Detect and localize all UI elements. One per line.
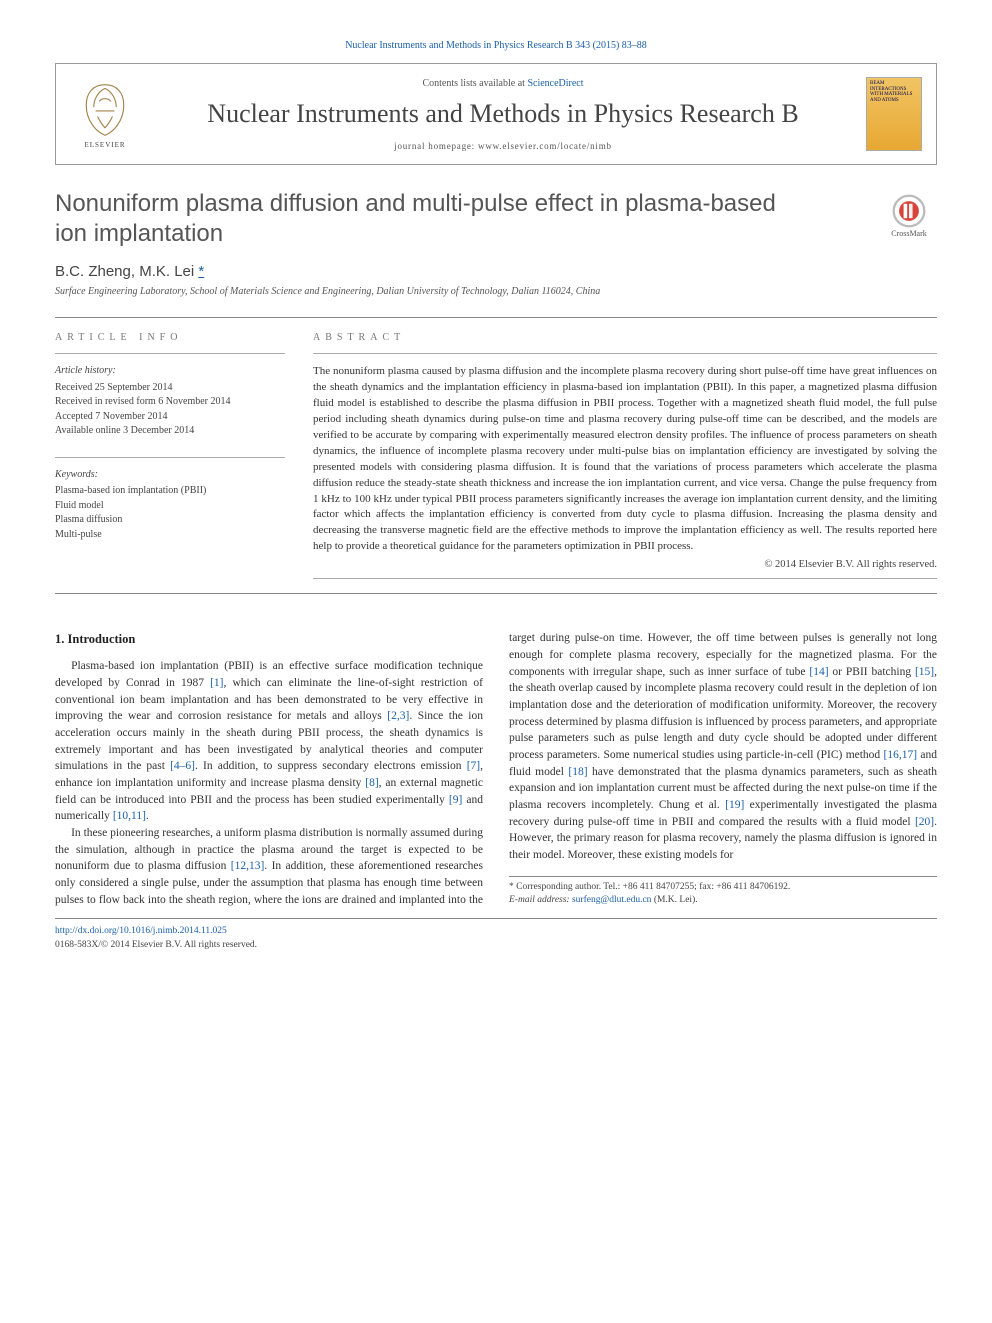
corresponding-footnote: * Corresponding author. Tel.: +86 411 84… (509, 876, 937, 908)
article-title: Nonuniform plasma diffusion and multi-pu… (55, 189, 814, 249)
ref-link-19[interactable]: [19] (725, 799, 744, 811)
divider (55, 353, 285, 354)
ref-link-16-17[interactable]: [16,17] (884, 749, 918, 761)
ref-link-18[interactable]: [18] (568, 766, 587, 778)
ref-link-10-11[interactable]: [10,11] (113, 810, 146, 822)
corresponding-marker[interactable]: * (198, 263, 204, 280)
divider (313, 353, 937, 354)
abstract-text: The nonuniform plasma caused by plasma d… (313, 364, 937, 555)
ref-link-9[interactable]: [9] (449, 794, 462, 806)
ref-link-14[interactable]: [14] (809, 666, 828, 678)
ref-link-7[interactable]: [7] (467, 760, 480, 772)
affiliation: Surface Engineering Laboratory, School o… (55, 286, 937, 297)
divider (55, 593, 937, 594)
doi-link[interactable]: http://dx.doi.org/10.1016/j.nimb.2014.11… (55, 926, 227, 936)
journal-masthead: ELSEVIER Contents lists available at Sci… (55, 63, 937, 165)
page-footer: http://dx.doi.org/10.1016/j.nimb.2014.11… (55, 918, 937, 952)
running-header: Nuclear Instruments and Methods in Physi… (55, 40, 937, 51)
journal-cover-thumbnail: BEAM INTERACTIONS WITH MATERIALS AND ATO… (866, 77, 922, 151)
email-link[interactable]: surfeng@dlut.edu.cn (572, 895, 651, 905)
elsevier-logo: ELSEVIER (70, 74, 140, 154)
abstract-label: ABSTRACT (313, 332, 937, 343)
keywords: Keywords: Plasma-based ion implantation … (55, 468, 285, 543)
ref-link-2-3[interactable]: [2,3] (387, 710, 409, 722)
intro-paragraph-1: Plasma-based ion implantation (PBII) is … (55, 658, 483, 825)
abstract-copyright: © 2014 Elsevier B.V. All rights reserved… (313, 559, 937, 570)
crossmark-badge[interactable]: CrossMark (881, 193, 937, 249)
divider (55, 317, 937, 318)
divider (313, 578, 937, 579)
ref-link-12-13[interactable]: [12,13] (231, 860, 265, 872)
journal-homepage: journal homepage: www.elsevier.com/locat… (140, 141, 866, 151)
elsevier-label: ELSEVIER (84, 141, 125, 149)
issn-copyright: 0168-583X/© 2014 Elsevier B.V. All right… (55, 939, 937, 952)
contents-available: Contents lists available at ScienceDirec… (140, 78, 866, 89)
section-heading-introduction: 1. Introduction (55, 630, 483, 648)
ref-link-4-6[interactable]: [4–6] (170, 760, 195, 772)
journal-title: Nuclear Instruments and Methods in Physi… (140, 99, 866, 129)
crossmark-label: CrossMark (891, 229, 927, 238)
article-body: 1. Introduction Plasma-based ion implant… (55, 630, 937, 908)
ref-link-1[interactable]: [1] (210, 677, 223, 689)
ref-link-8[interactable]: [8] (365, 777, 378, 789)
article-history: Article history: Received 25 September 2… (55, 364, 285, 439)
ref-link-20[interactable]: [20] (915, 816, 934, 828)
ref-link-15[interactable]: [15] (915, 666, 934, 678)
divider (55, 457, 285, 458)
author-list: B.C. Zheng, M.K. Lei * (55, 263, 937, 280)
sciencedirect-link[interactable]: ScienceDirect (527, 78, 583, 89)
article-info-label: ARTICLE INFO (55, 332, 285, 343)
